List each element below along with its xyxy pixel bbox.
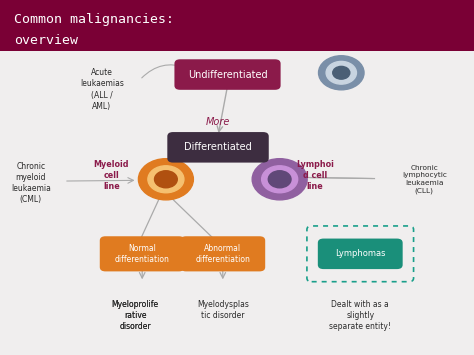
Circle shape bbox=[333, 66, 350, 79]
Circle shape bbox=[319, 56, 364, 90]
Circle shape bbox=[262, 166, 298, 193]
Text: Undifferentiated: Undifferentiated bbox=[188, 70, 267, 80]
FancyBboxPatch shape bbox=[180, 236, 265, 271]
Text: Myeloid
cell
line: Myeloid cell line bbox=[94, 160, 129, 191]
Text: Acute
leukaemias
(ALL /
AML): Acute leukaemias (ALL / AML) bbox=[80, 68, 124, 111]
Text: Lymphoi
d cell
line: Lymphoi d cell line bbox=[296, 160, 334, 191]
Circle shape bbox=[252, 159, 307, 200]
Text: Common malignancies:: Common malignancies: bbox=[14, 13, 174, 26]
Text: Myelodysplas
tic disorder: Myelodysplas tic disorder bbox=[197, 300, 249, 320]
FancyBboxPatch shape bbox=[318, 239, 402, 269]
Text: Differentiated: Differentiated bbox=[184, 142, 252, 152]
Circle shape bbox=[155, 171, 177, 188]
Circle shape bbox=[268, 171, 291, 188]
Circle shape bbox=[148, 166, 184, 193]
Text: Abnormal
differentiation: Abnormal differentiation bbox=[195, 244, 250, 263]
Text: Myeloprolife
rative
disorder: Myeloprolife rative disorder bbox=[111, 300, 159, 331]
FancyBboxPatch shape bbox=[174, 59, 281, 90]
Text: More: More bbox=[206, 118, 230, 127]
Text: Myeloprolife
rative
disorder: Myeloprolife rative disorder bbox=[111, 300, 159, 331]
Text: Chronic
lymphocytic
leukaemia
(CLL): Chronic lymphocytic leukaemia (CLL) bbox=[402, 165, 447, 194]
FancyBboxPatch shape bbox=[100, 236, 184, 271]
Text: Dealt with as a
slightly
separate entity!: Dealt with as a slightly separate entity… bbox=[329, 300, 391, 331]
Circle shape bbox=[326, 61, 356, 84]
Circle shape bbox=[138, 159, 193, 200]
Text: Chronic
myeloid
leukaemia
(CML): Chronic myeloid leukaemia (CML) bbox=[11, 162, 51, 204]
FancyBboxPatch shape bbox=[167, 132, 269, 163]
Text: Lymphomas: Lymphomas bbox=[335, 249, 385, 258]
Text: More: More bbox=[215, 43, 240, 53]
FancyBboxPatch shape bbox=[0, 0, 474, 51]
Text: Normal
differentiation: Normal differentiation bbox=[115, 244, 170, 263]
Text: overview: overview bbox=[14, 34, 78, 47]
